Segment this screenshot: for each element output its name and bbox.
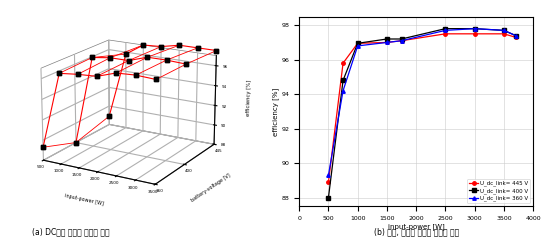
U_dc_link= 360 V [340,89,347,92]
U_dc_link= 360 V [500,29,507,32]
U_dc_link= 400 V [325,196,332,199]
U_dc_link= 400 V [512,34,519,37]
U_dc_link= 360 V [355,45,361,47]
U_dc_link= 400 V [442,27,449,30]
U_dc_link= 445 V [384,41,390,44]
Line: U_dc_link= 360 V: U_dc_link= 360 V [327,27,517,177]
Legend: U_dc_link= 445 V, U_dc_link= 400 V, U_dc_link= 360 V: U_dc_link= 445 V, U_dc_link= 400 V, U_dc… [467,178,530,203]
U_dc_link= 360 V [471,27,478,30]
Y-axis label: efficiency [%]: efficiency [%] [272,87,279,136]
U_dc_link= 445 V [500,32,507,35]
U_dc_link= 445 V [340,62,347,64]
X-axis label: input-power [W]: input-power [W] [388,224,444,230]
U_dc_link= 360 V [398,39,405,42]
U_dc_link= 445 V [512,36,519,39]
Line: U_dc_link= 400 V: U_dc_link= 400 V [327,27,517,199]
X-axis label: input-power [W]: input-power [W] [64,193,104,206]
Text: (a) DC링크 전압과 효율의 관계: (a) DC링크 전압과 효율의 관계 [32,228,109,237]
U_dc_link= 360 V [512,34,519,37]
U_dc_link= 445 V [442,32,449,35]
Y-axis label: battery-voltage [V]: battery-voltage [V] [190,173,231,203]
U_dc_link= 400 V [471,27,478,30]
Line: U_dc_link= 445 V: U_dc_link= 445 V [327,32,517,184]
U_dc_link= 445 V [325,181,332,183]
U_dc_link= 360 V [325,174,332,177]
U_dc_link= 400 V [355,42,361,45]
U_dc_link= 400 V [340,79,347,82]
U_dc_link= 445 V [471,32,478,35]
U_dc_link= 360 V [384,41,390,44]
U_dc_link= 360 V [442,29,449,32]
U_dc_link= 400 V [384,38,390,41]
U_dc_link= 400 V [500,29,507,32]
U_dc_link= 400 V [398,38,405,41]
U_dc_link= 445 V [355,42,361,45]
U_dc_link= 445 V [398,39,405,42]
Text: (b) 출력, 배터리 전압과 효율의 관계: (b) 출력, 배터리 전압과 효율의 관계 [374,228,459,237]
